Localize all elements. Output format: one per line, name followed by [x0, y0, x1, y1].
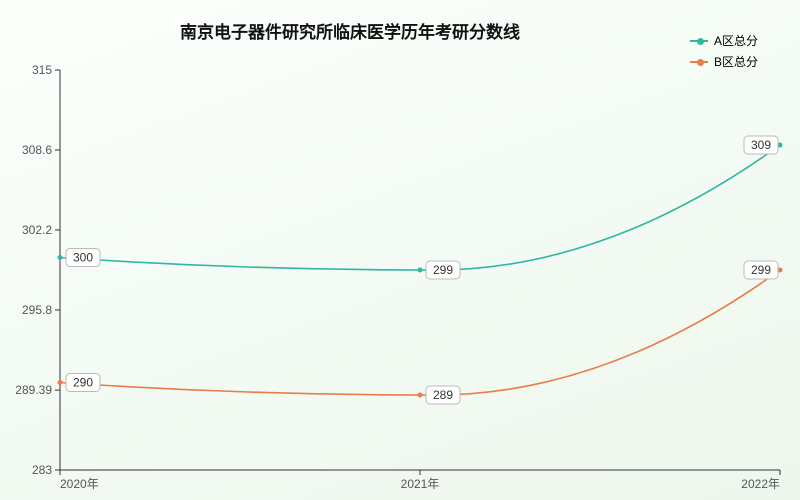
svg-text:308.6: 308.6 — [22, 143, 52, 157]
svg-text:299: 299 — [433, 263, 453, 277]
svg-text:300: 300 — [73, 251, 93, 265]
svg-text:289: 289 — [433, 388, 453, 402]
chart-plot: 283 289.39 295.8 302.2 308.6 315 2020年 2021年 202… — [0, 0, 800, 500]
svg-text:2022年: 2022年 — [741, 477, 780, 491]
svg-text:283: 283 — [32, 463, 52, 477]
svg-text:290: 290 — [73, 376, 93, 390]
svg-text:2020年: 2020年 — [60, 477, 99, 491]
svg-text:2021年: 2021年 — [401, 477, 440, 491]
svg-text:302.2: 302.2 — [22, 223, 52, 237]
svg-text:309: 309 — [751, 138, 771, 152]
svg-text:299: 299 — [751, 263, 771, 277]
svg-text:295.8: 295.8 — [22, 303, 52, 317]
svg-text:315: 315 — [32, 63, 52, 77]
svg-text:289.39: 289.39 — [15, 383, 52, 397]
